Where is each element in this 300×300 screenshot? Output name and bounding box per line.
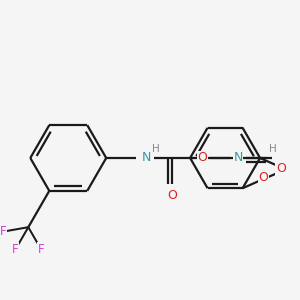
Text: F: F [12, 243, 19, 256]
Text: O: O [167, 189, 177, 203]
Text: O: O [276, 163, 286, 176]
Text: N: N [233, 152, 243, 164]
Text: N: N [142, 152, 151, 164]
Text: F: F [38, 243, 44, 256]
Text: F: F [0, 225, 7, 238]
Text: O: O [259, 171, 269, 184]
Text: O: O [197, 152, 207, 164]
Text: H: H [269, 144, 277, 154]
Text: H: H [152, 144, 160, 154]
